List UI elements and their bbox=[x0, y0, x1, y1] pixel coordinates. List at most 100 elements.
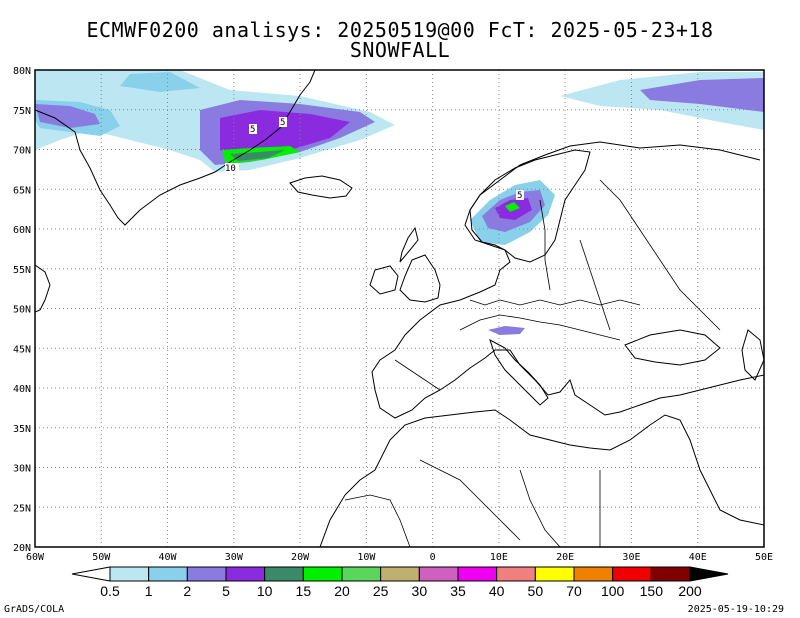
colorbar-level-label: 30 bbox=[412, 583, 428, 599]
border-line bbox=[599, 179, 721, 331]
snow-area-green-dark bbox=[230, 150, 285, 161]
lon-tick-label: 50E bbox=[755, 552, 773, 563]
lat-tick-label: 50N bbox=[13, 305, 31, 316]
country-borders bbox=[344, 179, 721, 547]
contour-label: 5 bbox=[250, 125, 255, 135]
colorbar-swatch bbox=[534, 566, 575, 582]
snow-area-iceland-core bbox=[220, 110, 350, 158]
lat-tick-label: 55N bbox=[13, 265, 31, 276]
lon-tick-label: 20W bbox=[291, 552, 310, 563]
border-line bbox=[469, 299, 641, 306]
colorbar-low-arrow bbox=[71, 566, 111, 582]
ireland-coast bbox=[369, 265, 399, 295]
lat-tick-label: 70N bbox=[13, 146, 31, 157]
colorbar-swatch bbox=[148, 566, 188, 582]
colorbar-swatch bbox=[109, 566, 150, 582]
latitude-ticks: 20N 25N 30N 35N 40N 45N 50N 55N 60N 65N 70N 75N 80N bbox=[13, 66, 31, 554]
colorbar-level-label: 5 bbox=[222, 583, 230, 599]
credit-label: GrADS/COLA bbox=[4, 604, 65, 615]
labrador-coast bbox=[35, 264, 51, 313]
lon-tick-label: 60W bbox=[26, 552, 45, 563]
border-line bbox=[344, 494, 411, 547]
map-subtitle: SNOWFALL bbox=[349, 38, 451, 62]
colorbar-level-label: 200 bbox=[678, 583, 702, 599]
colorbar-level-label: 35 bbox=[450, 583, 466, 599]
colorbar-swatch bbox=[496, 566, 536, 582]
colorbar-swatch bbox=[457, 566, 498, 582]
colorbar-level-label: 25 bbox=[373, 583, 389, 599]
longitude-ticks: 60W 50W 40W 30W 20W 10W 0 10E 20E 30E 40E 50E bbox=[26, 552, 773, 563]
europe-coast bbox=[371, 141, 764, 419]
lat-tick-label: 65N bbox=[13, 185, 31, 196]
snow-area-alps bbox=[488, 326, 525, 335]
scandinavia-coast bbox=[469, 149, 591, 263]
map-frame bbox=[34, 69, 765, 548]
colorbar-swatch bbox=[418, 566, 459, 582]
snow-area-scandinavia-green bbox=[505, 202, 520, 212]
contour-label: 5 bbox=[280, 118, 285, 128]
north-africa-coast bbox=[319, 409, 764, 547]
colorbar-swatch bbox=[225, 566, 266, 582]
lon-tick-label: 10W bbox=[357, 552, 376, 563]
colorbar-swatch bbox=[264, 566, 304, 582]
border-line bbox=[394, 359, 441, 391]
lon-tick-label: 30W bbox=[225, 552, 244, 563]
colorbar-level-label: 0.5 bbox=[100, 583, 120, 599]
lat-tick-label: 60N bbox=[13, 225, 31, 236]
colorbar-swatch bbox=[650, 566, 691, 582]
colorbar-swatch bbox=[302, 566, 343, 582]
snowfall-shading bbox=[35, 70, 764, 335]
contour-label: 5 bbox=[517, 191, 522, 201]
colorbar-swatch bbox=[612, 566, 652, 582]
colorbar-level-label: 150 bbox=[640, 583, 664, 599]
colorbar-level-label: 2 bbox=[183, 583, 191, 599]
border-line bbox=[539, 199, 551, 291]
lat-tick-label: 30N bbox=[13, 464, 31, 475]
colorbar-level-label: 50 bbox=[528, 583, 544, 599]
colorbar-swatch bbox=[341, 566, 382, 582]
lon-tick-label: 40W bbox=[159, 552, 178, 563]
colorbar-level-label: 15 bbox=[296, 583, 312, 599]
lon-tick-label: 0 bbox=[430, 552, 436, 563]
colorbar-swatch bbox=[380, 566, 420, 582]
great-britain-coast bbox=[399, 226, 441, 303]
border-line bbox=[579, 239, 611, 331]
lat-tick-label: 35N bbox=[13, 424, 31, 435]
colorbar: 0.5 1 2 5 10 15 20 25 30 35 40 50 70 100 150 200 bbox=[71, 566, 729, 599]
colorbar-high-arrow bbox=[689, 566, 729, 582]
colorbar-level-label: 10 bbox=[257, 583, 273, 599]
lon-tick-label: 10E bbox=[490, 552, 508, 563]
map-title: ECMWF0200 analisys: 20250519@00 FcT: 202… bbox=[86, 18, 714, 42]
lat-tick-label: 75N bbox=[13, 106, 31, 117]
iceland-coast bbox=[289, 175, 353, 199]
graticule bbox=[35, 70, 764, 547]
black-sea-coast bbox=[624, 329, 721, 366]
lon-tick-label: 30E bbox=[622, 552, 640, 563]
snow-area-ne-2 bbox=[640, 78, 764, 112]
lat-tick-label: 25N bbox=[13, 503, 31, 514]
contour-label: 10 bbox=[225, 164, 236, 174]
italy-coast bbox=[489, 338, 549, 406]
border-line bbox=[519, 469, 561, 547]
colorbar-level-label: 70 bbox=[566, 583, 582, 599]
lon-tick-label: 50W bbox=[92, 552, 111, 563]
lat-tick-label: 45N bbox=[13, 344, 31, 355]
border-line bbox=[459, 314, 621, 341]
lat-tick-label: 40N bbox=[13, 384, 31, 395]
lat-tick-label: 20N bbox=[13, 543, 31, 554]
coastlines bbox=[35, 70, 764, 547]
colorbar-level-label: 100 bbox=[601, 583, 625, 599]
colorbar-swatch bbox=[573, 566, 614, 582]
snow-area-light-2 bbox=[120, 72, 200, 92]
colorbar-level-label: 40 bbox=[489, 583, 505, 599]
colorbar-level-label: 1 bbox=[145, 583, 153, 599]
caspian-coast bbox=[741, 329, 764, 381]
colorbar-swatch bbox=[186, 566, 227, 582]
colorbar-level-label: 20 bbox=[334, 583, 350, 599]
lon-tick-label: 40E bbox=[689, 552, 707, 563]
border-line bbox=[419, 459, 521, 541]
contour-labels: 5 5 10 5 bbox=[225, 117, 524, 201]
lon-tick-label: 20E bbox=[556, 552, 574, 563]
timestamp-label: 2025-05-19-10:29 bbox=[687, 604, 784, 615]
